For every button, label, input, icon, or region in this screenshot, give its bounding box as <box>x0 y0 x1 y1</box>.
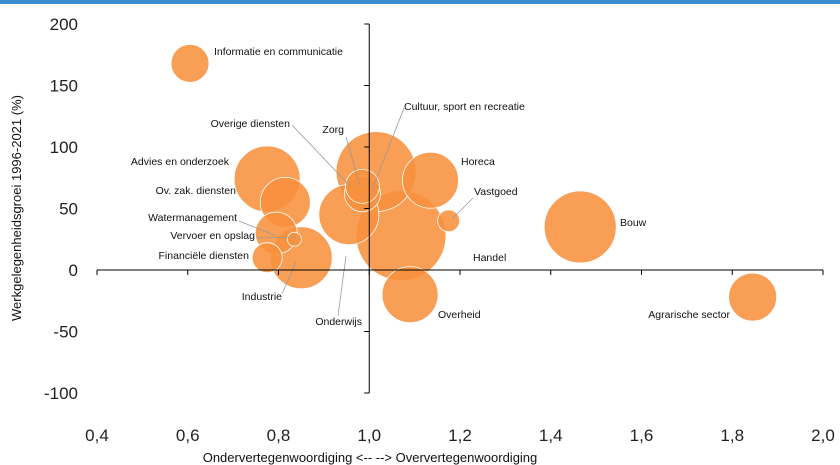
bubble-point <box>251 242 283 274</box>
leader-lines-layer <box>238 107 474 317</box>
leader-line <box>337 255 347 317</box>
leader-line <box>281 261 297 295</box>
point-label: Cultuur, sport en recreatie <box>404 101 525 113</box>
x-tick-label: 0,4 <box>85 426 109 445</box>
point-label: Informatie en communicatie <box>214 46 343 58</box>
leader-line <box>371 107 405 191</box>
point-label: Agrarische sector <box>648 309 730 321</box>
x-tick-label: 0,8 <box>267 426 291 445</box>
leader-line <box>256 236 297 239</box>
bubble-point <box>437 209 461 233</box>
point-label: Advies en onderzoek <box>131 156 230 168</box>
leader-line <box>238 220 275 236</box>
point-label: Overige diensten <box>211 118 291 130</box>
bubble-point <box>402 151 459 209</box>
y-axis-title: Werkgelegenheidsgroei 1996-2021 (%) <box>9 95 24 321</box>
x-tick-label: 1,0 <box>357 426 381 445</box>
x-tick-label: 1,6 <box>630 426 654 445</box>
point-labels-layer: Informatie en communicatie Cultuur, sport… <box>131 46 731 328</box>
header-fragment <box>0 0 840 4</box>
point-label: Watermanagement <box>148 212 237 224</box>
leader-line <box>345 136 361 187</box>
bubble-point <box>286 231 302 247</box>
point-label: Handel <box>473 252 506 264</box>
point-label: Overheid <box>438 309 481 321</box>
y-tick-label: 150 <box>50 77 78 96</box>
y-tick-labels: 200 150 100 50 0 -50 -100 <box>44 15 370 403</box>
y-tick-label: 100 <box>50 138 78 157</box>
bubble-layer <box>170 43 778 324</box>
bubble-point <box>170 43 210 83</box>
point-label: Bouw <box>620 217 647 229</box>
x-tick-label: 1,8 <box>720 426 744 445</box>
leader-line <box>451 197 474 220</box>
point-label: Horeca <box>461 156 495 168</box>
point-label: Onderwijs <box>315 316 362 328</box>
bubble-point <box>728 272 778 322</box>
point-label: Ov. zak. diensten <box>156 185 237 197</box>
y-tick-label: -50 <box>53 323 78 342</box>
leader-line <box>291 124 351 187</box>
x-tick-label: 1,2 <box>448 426 472 445</box>
point-label: Industrie <box>242 291 282 303</box>
x-tick-label: 1,4 <box>539 426 563 445</box>
bubble-point <box>345 168 380 204</box>
y-tick-label: 50 <box>59 200 78 219</box>
point-label: Vastgoed <box>474 186 518 198</box>
point-label: Financiële diensten <box>159 250 250 262</box>
y-tick-label: 200 <box>50 15 78 34</box>
x-tick-label: 2,0 <box>811 426 835 445</box>
point-label: Zorg <box>322 124 344 136</box>
x-tick-labels: 0,4 0,6 0,8 1,0 1,2 1,4 1,6 1,8 2,0 <box>85 270 835 445</box>
x-axis-title: Ondervertegenwoordiging <-- --> Oververt… <box>203 450 538 465</box>
bubble-point <box>381 266 439 324</box>
y-tick-label: -100 <box>44 384 78 403</box>
x-tick-label: 0,6 <box>176 426 200 445</box>
bubble-point <box>543 190 617 264</box>
y-tick-label: 0 <box>69 261 78 280</box>
point-label: Vervoer en opslag <box>170 230 255 242</box>
